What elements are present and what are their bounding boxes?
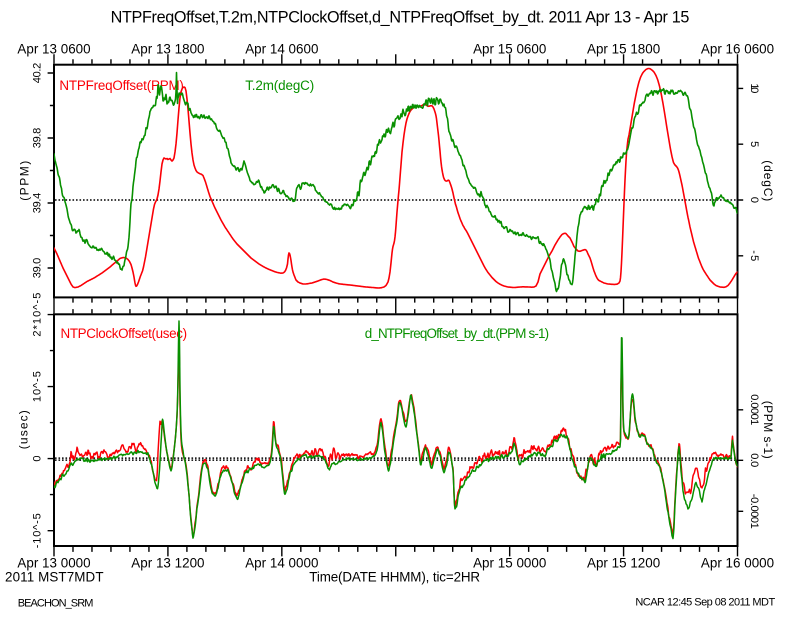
svg-text:2*10^-5: 2*10^-5: [32, 293, 44, 337]
svg-text:39.8: 39.8: [32, 128, 44, 148]
svg-text:-10^-5: -10^-5: [32, 513, 44, 548]
svg-text:5: 5: [748, 141, 760, 147]
svg-text:39.4: 39.4: [32, 193, 44, 213]
svg-text:Apr 14 0600: Apr 14 0600: [245, 42, 318, 57]
svg-text:0.0001: 0.0001: [748, 394, 760, 425]
svg-text:NTPFreqOffset,T.2m,NTPClockOff: NTPFreqOffset,T.2m,NTPClockOffset,d_NTPF…: [111, 8, 690, 26]
svg-text:NTPClockOffset(usec): NTPClockOffset(usec): [61, 326, 188, 341]
svg-text:NTPFreqOffset(PPM): NTPFreqOffset(PPM): [59, 78, 183, 93]
svg-text:-5: -5: [748, 250, 760, 261]
svg-text:(usec): (usec): [17, 410, 31, 449]
svg-text:T.2m(degC): T.2m(degC): [245, 78, 314, 93]
svg-text:2011 MST7MDT: 2011 MST7MDT: [5, 570, 104, 585]
svg-text:Apr 15 1200: Apr 15 1200: [587, 556, 660, 571]
svg-text:Apr 15 0600: Apr 15 0600: [473, 42, 546, 57]
svg-text:Apr 13 1800: Apr 13 1800: [131, 42, 204, 57]
svg-text:0: 0: [748, 197, 760, 203]
svg-text:(degC): (degC): [761, 160, 775, 201]
svg-text:Apr 16 0000: Apr 16 0000: [701, 556, 774, 571]
svg-text:10^-5: 10^-5: [32, 371, 44, 402]
svg-text:0.0: 0.0: [748, 453, 760, 467]
svg-text:10: 10: [748, 83, 760, 93]
svg-text:Apr 13 0600: Apr 13 0600: [17, 42, 90, 57]
svg-text:(PPM s-1): (PPM s-1): [761, 401, 775, 459]
svg-text:Time(DATE HHMM), tic=2HR: Time(DATE HHMM), tic=2HR: [309, 570, 480, 585]
svg-text:BEACHON_SRM: BEACHON_SRM: [18, 598, 94, 610]
svg-text:-0.0001: -0.0001: [748, 494, 760, 529]
svg-text:Apr 13 1200: Apr 13 1200: [131, 556, 204, 571]
svg-text:40.2: 40.2: [32, 63, 44, 83]
svg-text:Apr 13 0000: Apr 13 0000: [17, 556, 90, 571]
svg-text:Apr 16 0600: Apr 16 0600: [701, 42, 774, 57]
svg-text:0: 0: [32, 456, 44, 462]
svg-text:(PPM): (PPM): [18, 161, 32, 201]
svg-text:39.0: 39.0: [32, 258, 44, 278]
svg-text:Apr 15 0000: Apr 15 0000: [473, 556, 546, 571]
svg-text:Apr 15 1800: Apr 15 1800: [587, 42, 660, 57]
svg-text:NCAR 12:45 Sep 08 2011 MDT: NCAR 12:45 Sep 08 2011 MDT: [635, 597, 775, 609]
svg-text:Apr 14 0000: Apr 14 0000: [245, 556, 318, 571]
svg-text:d_NTPFreqOffset_by_dt.(PPM s-1: d_NTPFreqOffset_by_dt.(PPM s-1): [365, 326, 549, 341]
